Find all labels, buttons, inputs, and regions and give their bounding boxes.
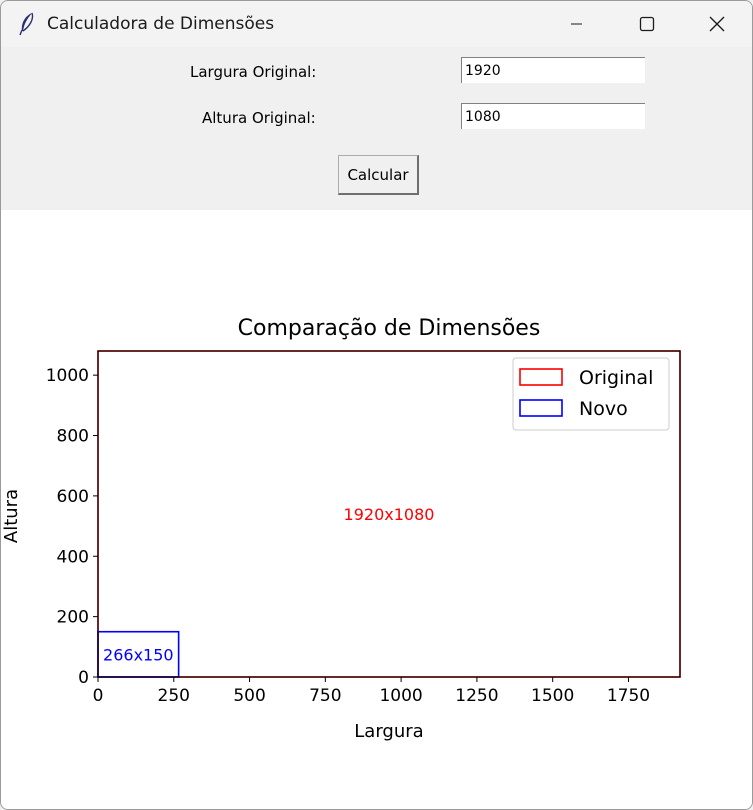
legend-label-original: Original xyxy=(579,367,653,389)
minimize-button[interactable] xyxy=(554,1,600,47)
window-title: Calculadora de Dimensões xyxy=(47,14,275,34)
x-tick-label: 1750 xyxy=(607,686,650,706)
close-button[interactable] xyxy=(694,1,740,47)
x-tick-label: 1250 xyxy=(455,686,498,706)
legend-swatch-novo xyxy=(519,399,563,417)
y-axis-label: Altura xyxy=(1,489,22,543)
minimize-icon xyxy=(571,23,582,25)
x-tick-label: 750 xyxy=(309,686,341,706)
title-bar[interactable]: Calculadora de Dimensões xyxy=(1,1,752,47)
y-tick-label: 400 xyxy=(57,547,89,567)
x-tick-label: 1500 xyxy=(531,686,574,706)
chart-title: Comparação de Dimensões xyxy=(238,316,541,341)
close-icon xyxy=(709,16,725,32)
maximize-icon xyxy=(639,16,655,32)
legend-label-novo: Novo xyxy=(579,398,628,420)
width-input[interactable] xyxy=(461,57,645,83)
data-label-original: 1920x1080 xyxy=(344,505,435,524)
x-tick-label: 250 xyxy=(158,686,190,706)
y-tick-label: 0 xyxy=(78,668,89,688)
y-tick-label: 200 xyxy=(57,608,89,628)
width-label: Largura Original: xyxy=(190,63,317,81)
calculate-button[interactable]: Calcular xyxy=(338,155,419,195)
y-tick-label: 1000 xyxy=(46,366,89,386)
chart-area: Comparação de Dimensões Largura Altura 1… xyxy=(1,210,752,809)
x-axis-label: Largura xyxy=(354,721,423,742)
legend-swatch-original xyxy=(519,368,563,386)
x-tick-label: 1000 xyxy=(379,686,422,706)
feather-icon xyxy=(19,12,34,36)
height-label: Altura Original: xyxy=(202,109,316,127)
height-input[interactable] xyxy=(461,103,645,129)
y-tick-label: 600 xyxy=(57,487,89,507)
x-tick-label: 0 xyxy=(93,686,104,706)
maximize-button[interactable] xyxy=(624,1,670,47)
dimension-chart: Comparação de Dimensões Largura Altura 1… xyxy=(1,316,681,742)
legend-box xyxy=(512,357,670,431)
x-tick-label: 500 xyxy=(233,686,265,706)
input-form: Largura Original: Altura Original: Calcu… xyxy=(1,47,752,210)
axes-frame xyxy=(97,350,681,678)
y-tick-label: 800 xyxy=(57,427,89,447)
data-label-novo: 266x150 xyxy=(103,645,174,664)
